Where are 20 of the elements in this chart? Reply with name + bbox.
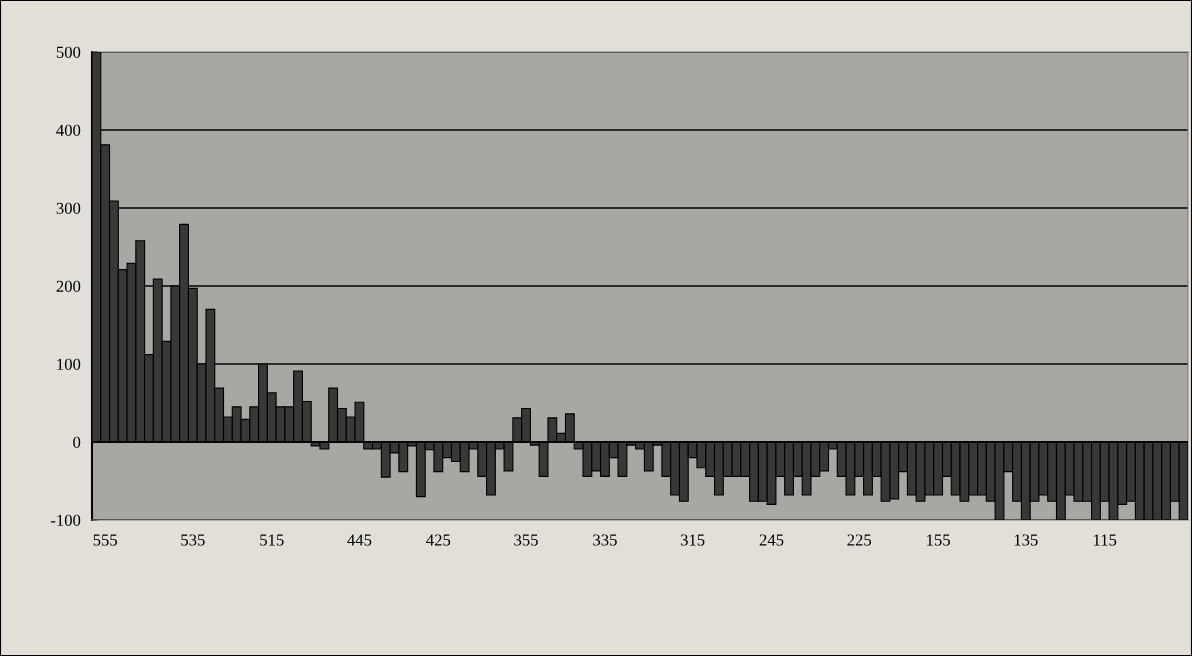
x-tick-label: 315 (680, 534, 705, 546)
x-tick-label: 355 (514, 534, 538, 546)
x-tick-label: 425 (426, 534, 451, 546)
y-tick-label: 400 (56, 124, 81, 136)
x-tick-label: 555 (93, 534, 117, 546)
y-tick-label: 200 (56, 280, 81, 292)
y-tick-label: 300 (56, 202, 81, 214)
x-tick-label: 115 (1093, 534, 1117, 546)
y-tick-label: 500 (56, 46, 81, 58)
y-tick-label: 100 (57, 358, 81, 370)
x-tick-label: 515 (260, 534, 284, 546)
x-tick-label: 135 (1014, 534, 1038, 546)
x-tick-label: 155 (927, 534, 950, 546)
x-tick-label: 535 (181, 534, 205, 546)
x-tick-label: 225 (847, 534, 872, 546)
x-tick-label: 335 (593, 534, 617, 546)
x-tick-label: 245 (759, 534, 784, 546)
y-tick-label: 0 (73, 436, 81, 448)
y-tick-label: -100 (50, 514, 81, 526)
x-tick-label: 445 (347, 534, 372, 546)
